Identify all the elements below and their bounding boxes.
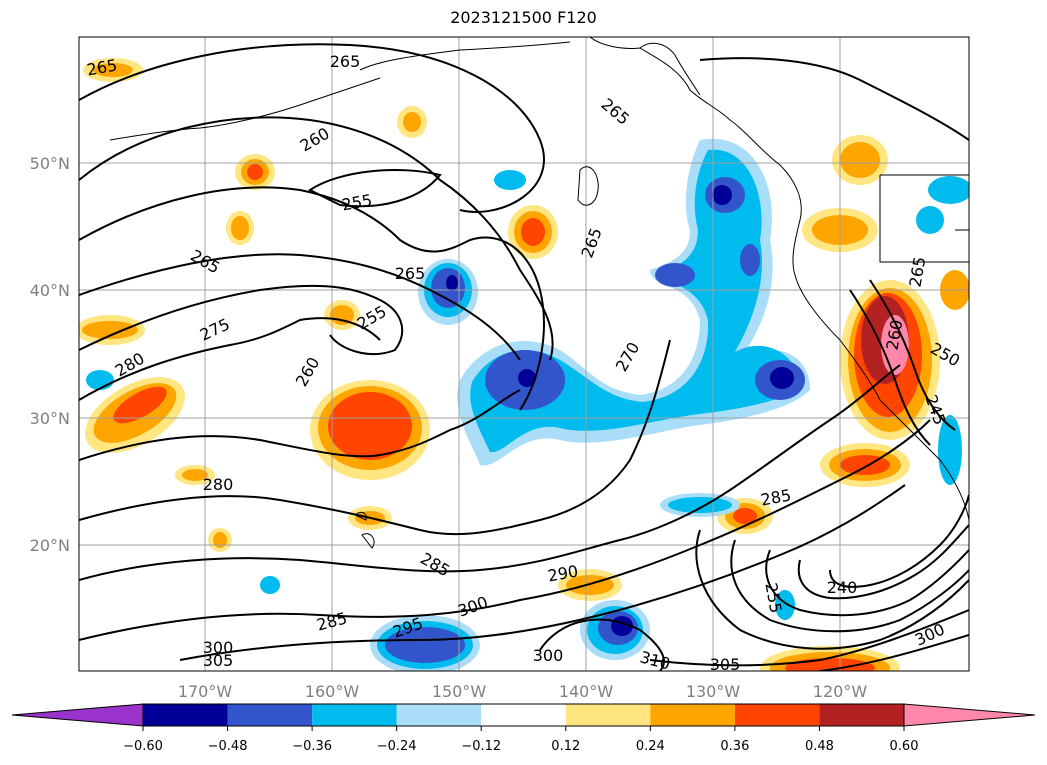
colorbar-tick-label: 0.48 <box>805 739 834 754</box>
contour-label-text: 310 <box>638 647 672 673</box>
contour-label: 305 <box>710 655 741 674</box>
longitude-label: 140°W <box>559 682 614 701</box>
latitude-label: 20°N <box>30 536 70 555</box>
colorbar-tick-label: −0.36 <box>292 739 332 754</box>
colorbar-tick-label: −0.24 <box>377 739 417 754</box>
contour-label: 300 <box>533 646 564 665</box>
colorbar: −0.60 −0.48 −0.36 −0.24 −0.12 0.12 0.24 0.36 0.4… <box>11 703 1036 754</box>
contour-label: 280 <box>203 475 234 494</box>
contour-label-text: 265 <box>395 264 426 283</box>
colorbar-segment <box>312 704 397 726</box>
contour-label-text: 265 <box>330 52 361 71</box>
colorbar-tick-label: −0.60 <box>123 739 163 754</box>
colorbar-frame <box>142 703 905 727</box>
colorbar-segment <box>819 704 904 726</box>
longitude-label: 160°W <box>305 682 360 701</box>
longitude-label: 120°W <box>813 682 868 701</box>
colorbar-tick-label: 0.36 <box>720 739 749 754</box>
graticule <box>79 37 969 671</box>
colorbar-tick-label: 0.12 <box>551 739 580 754</box>
latitude-label: 40°N <box>30 281 70 300</box>
contour-label: 305 <box>203 651 234 670</box>
height-contours <box>79 43 969 671</box>
colorbar-segment <box>227 704 313 726</box>
contour-label: 240 <box>827 578 858 597</box>
colorbar-extend-low <box>11 703 144 727</box>
contour-label: 265 <box>395 264 426 283</box>
colorbar-segment <box>650 704 735 726</box>
contour-label-text: 300 <box>533 646 564 665</box>
colorbar-tick-label: −0.48 <box>208 739 248 754</box>
colorbar-tick-label: 0.24 <box>636 739 665 754</box>
contour-label-text: 305 <box>203 651 234 670</box>
longitude-labels: 170°W 160°W 150°W 140°W 130°W 120°W <box>178 682 868 701</box>
map-frame <box>78 36 970 672</box>
colorbar-extend-high <box>903 703 1036 727</box>
colorbar-tick-label: 0.60 <box>890 739 919 754</box>
contour-label-text: 300 <box>203 638 234 657</box>
latitude-label: 30°N <box>30 409 70 428</box>
longitude-label: 150°W <box>432 682 487 701</box>
contour-label: 310 <box>638 647 672 673</box>
contour-label: 300 <box>203 638 234 657</box>
colorbar-segment <box>481 704 566 726</box>
longitude-label: 130°W <box>686 682 741 701</box>
colorbar-segment <box>734 704 820 726</box>
positive-anomaly-regions <box>79 58 969 671</box>
contour-label-text: 240 <box>827 578 858 597</box>
contour-label: 265 <box>330 52 361 71</box>
colorbar-segment <box>565 704 651 726</box>
colorbar-segment <box>396 704 482 726</box>
colorbar-segment <box>143 704 228 726</box>
latitude-labels: 50°N 40°N 30°N 20°N <box>30 154 70 555</box>
contour-label-text: 280 <box>203 475 234 494</box>
map-title: 2023121500 F120 <box>450 8 597 27</box>
latitude-label: 50°N <box>30 154 70 173</box>
longitude-label: 170°W <box>178 682 233 701</box>
colorbar-tick-label: −0.12 <box>461 739 501 754</box>
contour-label-text: 305 <box>710 655 741 674</box>
coastlines <box>109 37 969 549</box>
